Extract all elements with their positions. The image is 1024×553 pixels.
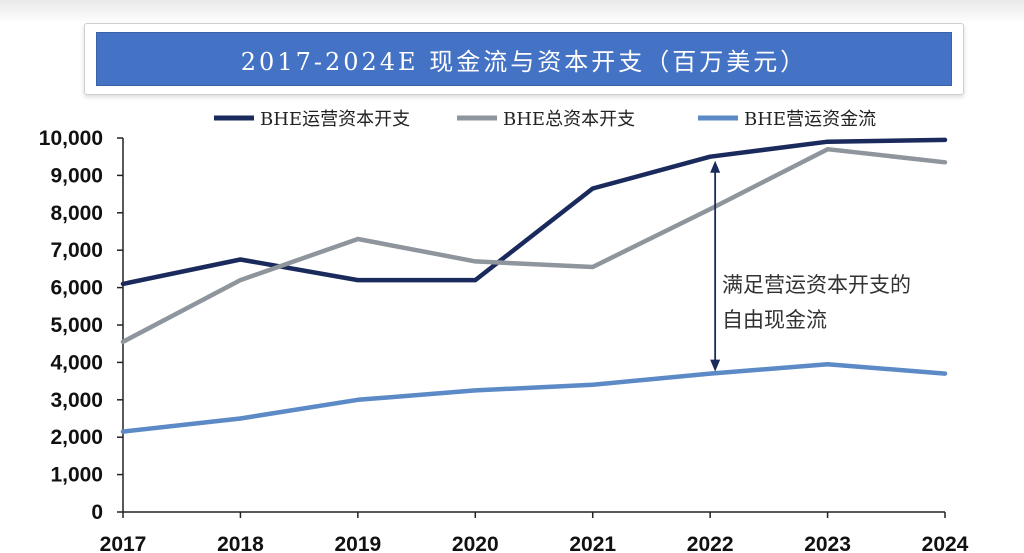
y-tick-label: 0 [91, 501, 103, 524]
x-tick-label: 2023 [804, 533, 851, 553]
x-tick-label: 2018 [217, 533, 264, 553]
legend-label-1: BHE运营资本开支 [260, 109, 410, 130]
series-line-1 [120, 137, 948, 287]
legend-label-3: BHE营运资金流 [744, 109, 876, 130]
x-tick-label: 2022 [687, 533, 734, 553]
y-tick-label: 8,000 [50, 202, 103, 225]
legend-label-2: BHE总资本开支 [503, 109, 635, 130]
chart-title: 2017-2024E 现金流与资本开支（百万美元） [240, 47, 808, 76]
annotation-arrow-head-up [710, 160, 721, 173]
annotation-text-line2: 自由现金流 [722, 308, 827, 332]
y-tick-label: 10,000 [39, 127, 103, 150]
title-bar: 2017-2024E 现金流与资本开支（百万美元） [96, 32, 952, 86]
x-tick-label: 2017 [100, 533, 147, 553]
top-shade [0, 0, 1024, 24]
x-tick-label: 2021 [569, 533, 616, 553]
y-tick-label: 5,000 [50, 314, 103, 337]
series-line-2 [120, 146, 948, 345]
annotation-text-line1: 满足营运资本开支的 [722, 273, 911, 297]
x-tick-label: 2020 [452, 533, 499, 553]
series-line-3 [120, 362, 948, 434]
y-tick-label: 2,000 [50, 426, 103, 449]
y-tick-label: 9,000 [50, 164, 103, 187]
y-tick-label: 3,000 [50, 389, 103, 412]
y-tick-label: 7,000 [50, 239, 103, 262]
x-tick-label: 2019 [334, 533, 381, 553]
y-tick-label: 4,000 [50, 351, 103, 374]
x-tick-label: 2024 [922, 533, 969, 553]
y-tick-label: 6,000 [50, 277, 103, 300]
annotation-arrow-head-down [710, 359, 721, 372]
y-tick-label: 1,000 [50, 464, 103, 487]
